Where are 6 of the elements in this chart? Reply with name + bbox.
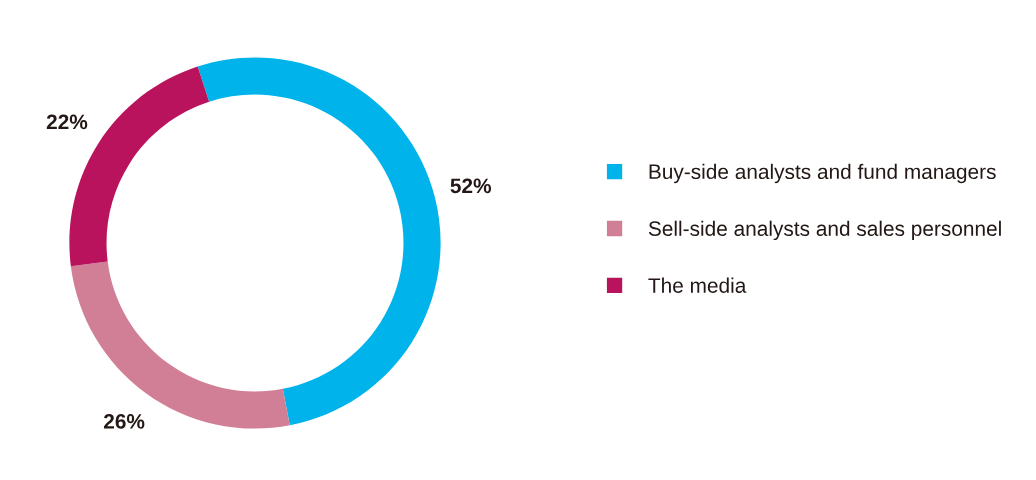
data-label: 22% bbox=[46, 114, 88, 130]
legend-label: Buy-side analysts and fund managers bbox=[649, 163, 996, 184]
legend-label: The media bbox=[648, 277, 747, 293]
legend-label: Sell-side analysts and sales personnel bbox=[648, 220, 1001, 241]
data-label: 26% bbox=[103, 414, 145, 429]
data-label: 52% bbox=[450, 178, 492, 194]
